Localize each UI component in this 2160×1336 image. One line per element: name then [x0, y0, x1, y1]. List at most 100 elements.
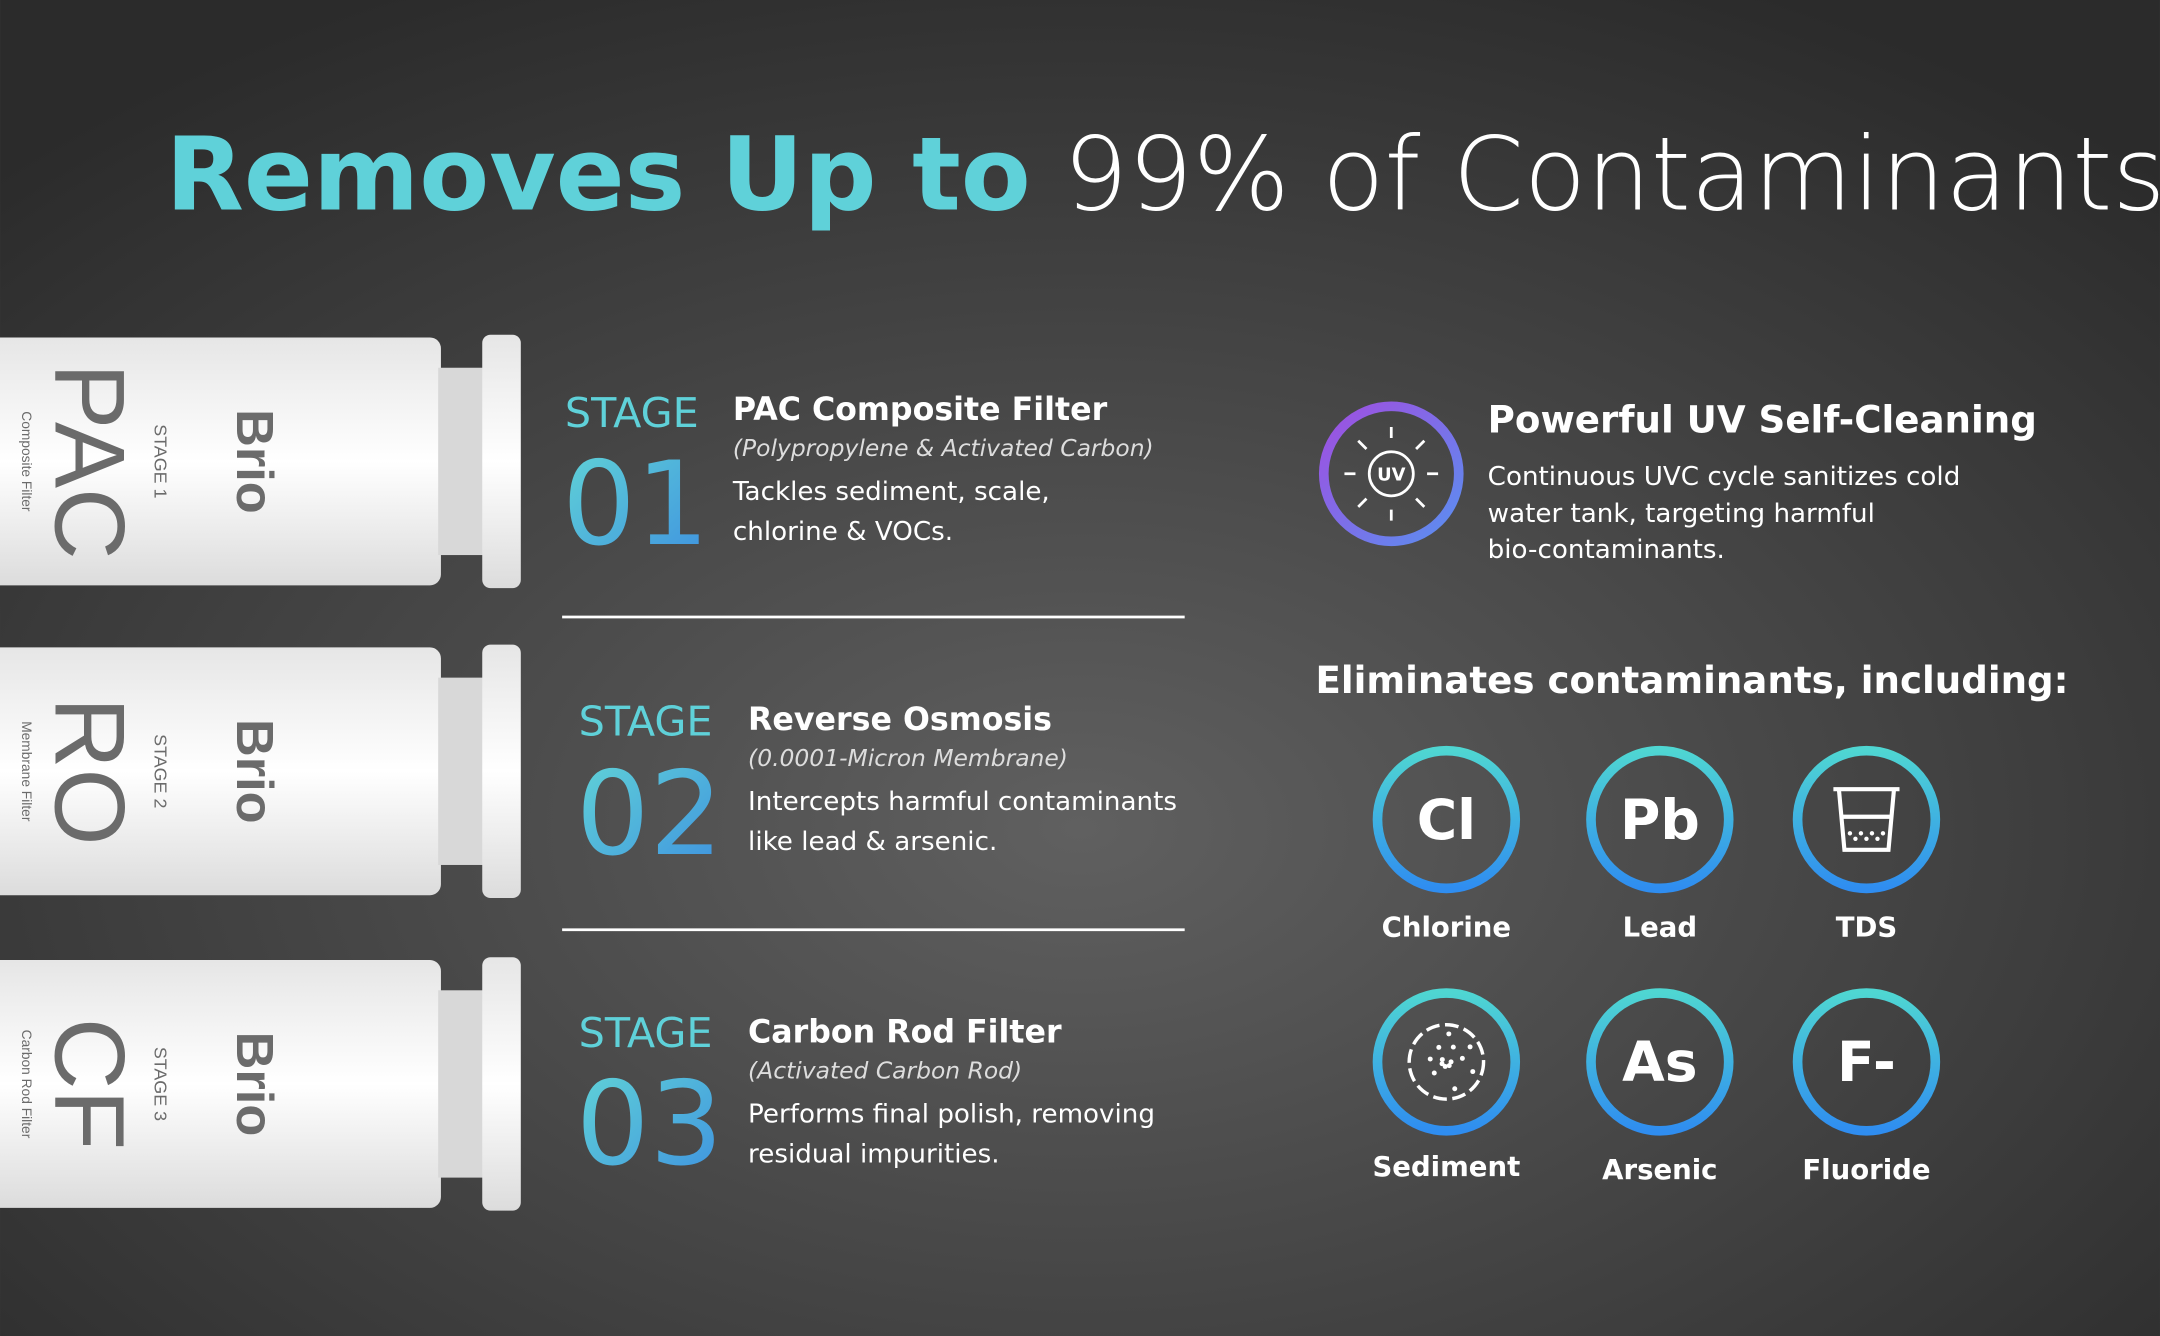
stage-name: PAC Composite Filter	[733, 392, 1108, 428]
uv-rays	[1344, 426, 1439, 521]
tds-dot	[1875, 836, 1880, 841]
cartridge-neck	[438, 990, 485, 1178]
contaminant: F- Fluoride	[1792, 988, 1941, 1186]
contaminant-ring	[1586, 745, 1734, 894]
stage-description: Tackles sediment, scale,	[732, 477, 1050, 507]
contaminant: Pb Lead	[1586, 745, 1734, 944]
contaminant-ring	[1586, 988, 1734, 1136]
tds-icon	[1833, 787, 1900, 852]
sediment-dot	[1446, 1063, 1452, 1069]
tds-dot	[1880, 831, 1886, 836]
title-highlight: Removes Up to	[165, 115, 1030, 234]
cartridge-stage: STAGE 2	[150, 734, 170, 808]
uv-sun	[1367, 450, 1415, 498]
sediment-dot	[1448, 1059, 1454, 1065]
contaminant-symbol: As	[1622, 1030, 1697, 1094]
tds-dot	[1847, 831, 1853, 836]
cartridge-type: Membrane Filter	[19, 721, 34, 822]
title-rest: 99% of Contaminants	[1063, 115, 2160, 234]
tds-dot	[1864, 836, 1869, 841]
stage-label: STAGE	[565, 389, 699, 437]
stage-detail: (0.0001-Micron Membrane)	[748, 744, 1068, 772]
sediment-dot	[1470, 1069, 1476, 1075]
sediment-dot	[1446, 1031, 1452, 1037]
cartridge-brand: Brio	[225, 409, 283, 514]
stage-description: Intercepts harmful contaminants	[748, 787, 1177, 817]
contaminant-ring	[1372, 745, 1521, 894]
uv-description: bio-contaminants.	[1488, 535, 1725, 565]
sediment-dot	[1467, 1044, 1473, 1050]
contaminant-ring	[1792, 988, 1941, 1136]
sediment-icon	[1407, 1023, 1486, 1101]
stage-name: Reverse Osmosis	[748, 702, 1052, 738]
cartridge-neck	[438, 367, 485, 556]
cartridge-stage: STAGE 1	[150, 424, 170, 498]
cartridge-body	[0, 959, 441, 1208]
contaminant-ring	[1372, 988, 1521, 1136]
cartridge-brand: Brio	[225, 1032, 283, 1137]
stage-number: 03	[576, 1058, 723, 1192]
cartridge-body	[0, 337, 441, 586]
cartridge-type: Carbon Rod Filter	[19, 1030, 34, 1139]
sediment-dot	[1431, 1070, 1437, 1076]
contaminant-name: Arsenic	[1602, 1154, 1717, 1186]
stage-description: chlorine & VOCs.	[733, 517, 953, 547]
stage-detail: (Activated Carbon Rod)	[748, 1056, 1022, 1084]
stage-detail: (Polypropylene & Activated Carbon)	[733, 434, 1154, 462]
stage-number: 02	[576, 748, 723, 882]
contaminants-heading: Eliminates contaminants, including:	[1316, 658, 2069, 702]
cartridge-cap	[482, 957, 521, 1211]
uv-feature: UV Powerful UV Self-Cleaning Continuous …	[1318, 397, 2037, 565]
cartridge-stage: STAGE 3	[150, 1047, 170, 1121]
sediment-dot	[1439, 1057, 1445, 1063]
stage-description: Performs final polish, removing	[748, 1100, 1155, 1130]
uv-description: water tank, targeting harmful	[1488, 499, 1875, 529]
stage-number: 01	[562, 438, 709, 572]
stage-label: STAGE	[579, 697, 713, 745]
contaminant-name: Sediment	[1372, 1151, 1520, 1183]
cartridge-code: CF	[33, 1018, 144, 1150]
cartridge-body	[0, 647, 441, 896]
cartridge-neck	[438, 677, 485, 865]
sediment-dot	[1452, 1086, 1458, 1092]
contaminant: As Arsenic	[1586, 988, 1734, 1186]
cartridge-cap	[482, 644, 521, 899]
uv-ring	[1318, 401, 1464, 547]
stage-description: like lead & arsenic.	[748, 827, 997, 857]
tds-dot	[1869, 831, 1875, 836]
contaminant: TDS	[1792, 745, 1941, 944]
contaminant: Cl Chlorine	[1372, 745, 1521, 944]
stage-name: Carbon Rod Filter	[748, 1015, 1062, 1051]
contaminant-name: Lead	[1623, 912, 1698, 944]
contaminant-symbol: Pb	[1620, 788, 1700, 852]
title: Removes Up to 99% of Contaminants	[165, 115, 2160, 234]
stage-label: STAGE	[579, 1009, 713, 1057]
sediment-dot	[1436, 1044, 1442, 1050]
sediment-dot	[1439, 1061, 1445, 1067]
cartridge-cap	[482, 334, 521, 589]
contaminant-ring	[1792, 745, 1941, 894]
cartridge-code: RO	[33, 697, 144, 846]
tds-dot	[1853, 836, 1858, 841]
sediment-dot	[1450, 1044, 1456, 1050]
cartridge-type: Composite Filter	[19, 411, 34, 512]
contaminant-symbol: Cl	[1417, 788, 1476, 852]
contaminant-name: TDS	[1836, 912, 1897, 944]
uv-title: Powerful UV Self-Cleaning	[1488, 397, 2037, 441]
contaminant: Sediment	[1372, 988, 1521, 1183]
tds-dot	[1858, 831, 1864, 836]
contaminant-name: Chlorine	[1382, 912, 1511, 944]
cartridge-code: PAC	[33, 363, 144, 560]
sediment-dot	[1427, 1056, 1433, 1062]
